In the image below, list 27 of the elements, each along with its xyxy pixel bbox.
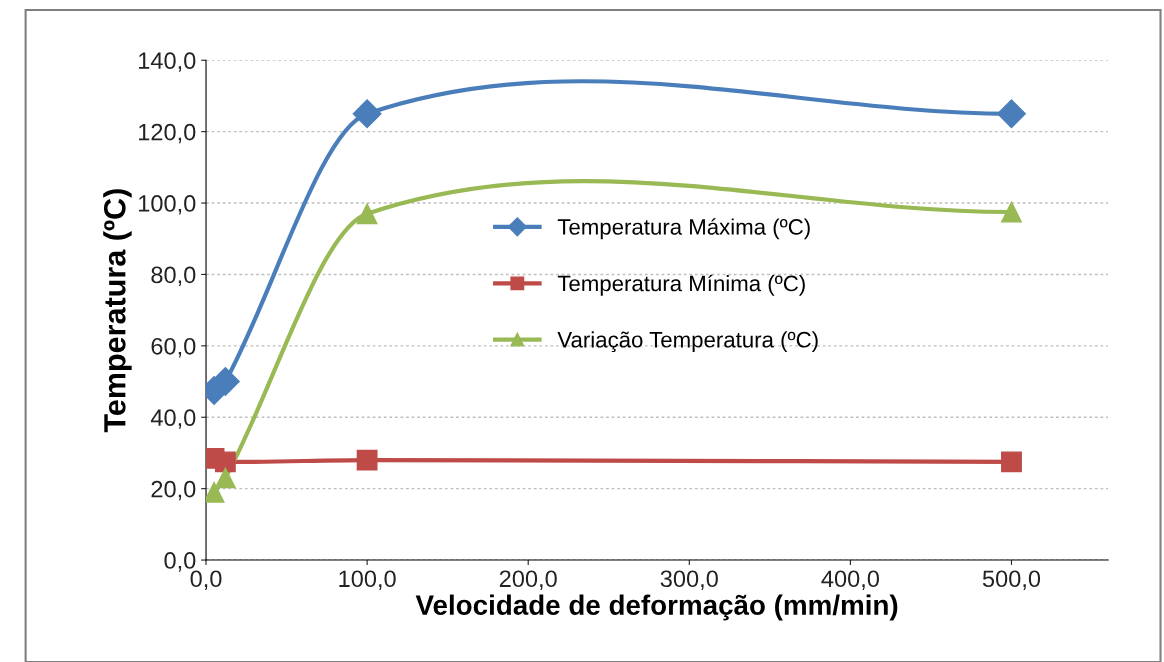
legend-label: Temperatura Mínima (ºC) [557,274,805,296]
x-tick-label: 500,0 [982,570,1041,590]
y-tick-label: 20,0 [151,480,196,501]
point [352,99,382,129]
point [1001,201,1022,223]
y-tick-label: 60,0 [151,337,196,358]
point [997,99,1026,129]
point [214,467,236,489]
x-tick-label: 400,0 [821,570,880,590]
y-axis-title: Temperatura (ºC) [103,189,132,433]
y-tick-label: 120,0 [139,123,196,144]
x-tick-label: 0,0 [190,570,222,590]
y-tick-label: 0,0 [164,552,196,572]
legend-label: Temperatura Máxima (ºC) [557,218,810,240]
point [356,203,378,225]
point [214,451,236,473]
x-tick-label: 300,0 [660,570,718,590]
y-tick-label: 40,0 [150,409,196,429]
point [1001,451,1022,473]
y-tick-label: 140,0 [139,52,196,72]
legend-label: Variação Temperatura (ºC) [557,331,818,353]
y-tick-label: 80,0 [151,266,196,287]
x-tick-label: 100,0 [339,570,396,590]
y-tick-label: 100,0 [139,195,196,215]
x-tick-label: 200,0 [499,570,557,590]
x-axis-title: Velocidade de deformação (mm/min) [415,594,898,621]
point [356,449,378,471]
